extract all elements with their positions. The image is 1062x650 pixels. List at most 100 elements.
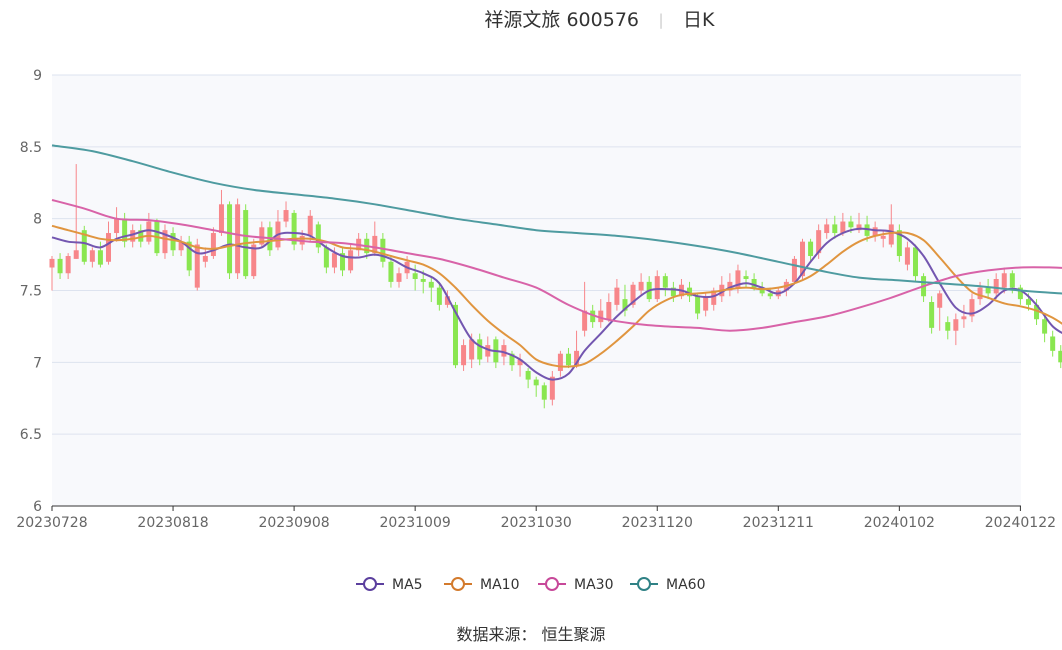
candle-body bbox=[380, 239, 385, 262]
candle bbox=[243, 204, 248, 279]
legend-circle-icon bbox=[452, 578, 464, 590]
chart-title: 祥源文旅 600576 | 日K bbox=[484, 9, 715, 31]
candle-body bbox=[437, 288, 442, 305]
candle-body bbox=[744, 276, 749, 279]
candle-body bbox=[961, 316, 966, 319]
candle-body bbox=[74, 250, 79, 259]
legend-item-ma30[interactable]: MA30 bbox=[538, 577, 613, 593]
candle-body bbox=[461, 345, 466, 365]
candle bbox=[187, 236, 192, 276]
candle-body bbox=[889, 224, 894, 244]
candle-body bbox=[66, 256, 71, 273]
legend-circle-icon bbox=[638, 578, 650, 590]
candle-body bbox=[542, 385, 547, 399]
chart-title-text: 祥源文旅 600576 bbox=[484, 9, 639, 31]
candle-body bbox=[114, 219, 119, 233]
x-tick-label: 20231009 bbox=[380, 515, 451, 531]
candle-body bbox=[397, 273, 402, 282]
candle-body bbox=[913, 247, 918, 276]
candle-body bbox=[986, 288, 991, 294]
chart-title-separator: | bbox=[658, 11, 663, 29]
legend-label: MA60 bbox=[666, 577, 705, 593]
candle-body bbox=[211, 233, 216, 256]
candle-body bbox=[614, 288, 619, 305]
candle-body bbox=[848, 222, 853, 228]
candle-body bbox=[429, 282, 434, 288]
y-tick-label: 6.5 bbox=[20, 427, 42, 443]
candle-body bbox=[58, 259, 63, 273]
candle bbox=[227, 201, 232, 279]
candle bbox=[1058, 345, 1062, 368]
legend[interactable]: MA5 MA10 MA30 MA60 bbox=[356, 577, 705, 593]
candle-body bbox=[1050, 336, 1055, 350]
candle-body bbox=[792, 259, 797, 282]
candle-body bbox=[1002, 273, 1007, 287]
candle-body bbox=[477, 339, 482, 359]
candle-body bbox=[227, 204, 232, 273]
y-tick-label: 9 bbox=[33, 68, 42, 84]
candle bbox=[251, 239, 256, 279]
candle-body bbox=[171, 233, 176, 250]
candle-body bbox=[655, 276, 660, 299]
candle-body bbox=[421, 279, 426, 282]
candle-body bbox=[195, 245, 200, 288]
y-tick-label: 6 bbox=[33, 499, 42, 515]
candle-body bbox=[824, 224, 829, 233]
candle-body bbox=[994, 279, 999, 293]
candle bbox=[292, 210, 297, 250]
candle-body bbox=[937, 293, 942, 307]
candle-body bbox=[388, 262, 393, 282]
candle-body bbox=[348, 250, 353, 270]
y-tick-label: 7.5 bbox=[20, 284, 42, 300]
legend-label: MA5 bbox=[392, 577, 423, 593]
candle-body bbox=[122, 219, 127, 242]
candle-body bbox=[606, 302, 611, 319]
y-tick-label: 7 bbox=[33, 355, 42, 371]
y-tick-label: 8 bbox=[33, 212, 42, 228]
candle-body bbox=[534, 380, 539, 386]
candle-body bbox=[953, 319, 958, 330]
candle-body bbox=[219, 204, 224, 233]
legend-label: MA10 bbox=[480, 577, 519, 593]
candle-body bbox=[308, 216, 313, 236]
candle-body bbox=[703, 296, 708, 310]
candle-body bbox=[832, 224, 837, 233]
candle-body bbox=[106, 233, 111, 262]
candle bbox=[235, 199, 240, 279]
candle-body bbox=[978, 288, 983, 299]
candle-body bbox=[881, 236, 886, 239]
legend-item-ma10[interactable]: MA10 bbox=[444, 577, 519, 593]
candle-body bbox=[808, 242, 813, 256]
legend-item-ma5[interactable]: MA5 bbox=[356, 577, 423, 593]
candle-body bbox=[203, 256, 208, 262]
candle bbox=[1050, 331, 1055, 357]
legend-circle-icon bbox=[546, 578, 558, 590]
candle-body bbox=[235, 204, 240, 273]
y-axis: 6 6.5 7 7.5 8 8.5 9 bbox=[20, 68, 42, 515]
legend-item-ma60[interactable]: MA60 bbox=[630, 577, 705, 593]
candle-body bbox=[663, 276, 668, 287]
chart-period-label: 日K bbox=[683, 9, 715, 31]
candle-body bbox=[284, 210, 289, 221]
candle-body bbox=[558, 354, 563, 371]
legend-label: MA30 bbox=[574, 577, 613, 593]
legend-circle-icon bbox=[364, 578, 376, 590]
candle-body bbox=[566, 354, 571, 365]
candle-body bbox=[332, 253, 337, 267]
candle-body bbox=[905, 247, 910, 264]
candle-body bbox=[413, 273, 418, 279]
x-tick-label: 20240102 bbox=[864, 515, 935, 531]
candle-body bbox=[1026, 299, 1031, 305]
candle-body bbox=[768, 293, 773, 296]
candle-body bbox=[929, 302, 934, 328]
candle-body bbox=[1058, 351, 1062, 362]
x-tick-label: 20231030 bbox=[501, 515, 572, 531]
x-tick-label: 20230728 bbox=[16, 515, 87, 531]
candle-body bbox=[50, 259, 55, 268]
x-tick-label: 20230818 bbox=[137, 515, 208, 531]
candle-body bbox=[1042, 319, 1047, 333]
candle-body bbox=[639, 282, 644, 291]
candle-body bbox=[146, 222, 151, 242]
y-tick-label: 8.5 bbox=[20, 140, 42, 156]
